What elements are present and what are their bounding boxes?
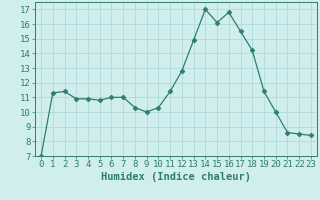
- X-axis label: Humidex (Indice chaleur): Humidex (Indice chaleur): [101, 172, 251, 182]
